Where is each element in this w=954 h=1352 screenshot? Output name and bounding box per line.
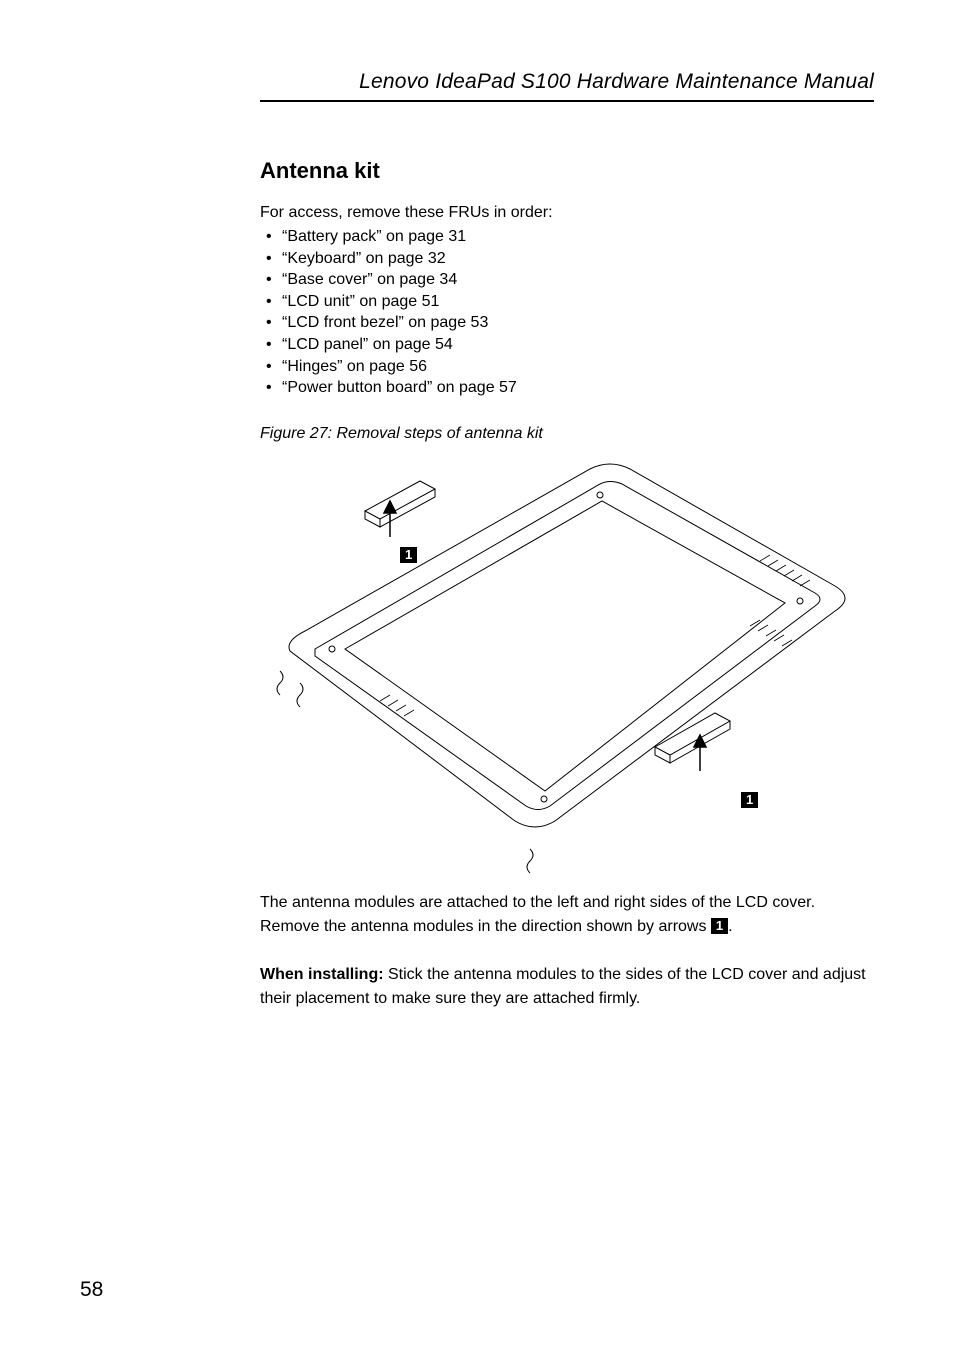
install-label: When installing: [260,966,388,983]
list-item: “Hinges” on page 56 [264,356,874,378]
document-page: Lenovo IdeaPad S100 Hardware Maintenance… [0,0,954,1352]
callout-marker: 1 [741,792,758,808]
list-item: “Battery pack” on page 31 [264,226,874,248]
section-title: Antenna kit [260,158,874,184]
list-item: “LCD panel” on page 54 [264,334,874,356]
callout-marker: 1 [400,547,417,563]
body-paragraph-1: The antenna modules are attached to the … [260,891,874,939]
body-line1: The antenna modules are attached to the … [260,894,815,911]
inline-callout: 1 [711,918,728,934]
antenna-diagram: 1 1 [260,451,860,881]
page-content: Antenna kit For access, remove these FRU… [260,102,874,1011]
body-line2b: . [728,918,732,935]
page-header: Lenovo IdeaPad S100 Hardware Maintenance… [260,70,874,102]
list-item: “Power button board” on page 57 [264,377,874,399]
body-line2a: Remove the antenna modules in the direct… [260,918,711,935]
intro-text: For access, remove these FRUs in order: [260,204,874,222]
list-item: “LCD front bezel” on page 53 [264,312,874,334]
diagram-svg [260,451,860,881]
header-title: Lenovo IdeaPad S100 Hardware Maintenance… [260,70,874,102]
list-item: “Base cover” on page 34 [264,269,874,291]
figure-caption: Figure 27: Removal steps of antenna kit [260,425,874,443]
page-number: 58 [80,1278,103,1302]
install-note: When installing: Stick the antenna modul… [260,963,874,1011]
list-item: “LCD unit” on page 51 [264,291,874,313]
list-item: “Keyboard” on page 32 [264,248,874,270]
fru-list: “Battery pack” on page 31 “Keyboard” on … [260,226,874,399]
